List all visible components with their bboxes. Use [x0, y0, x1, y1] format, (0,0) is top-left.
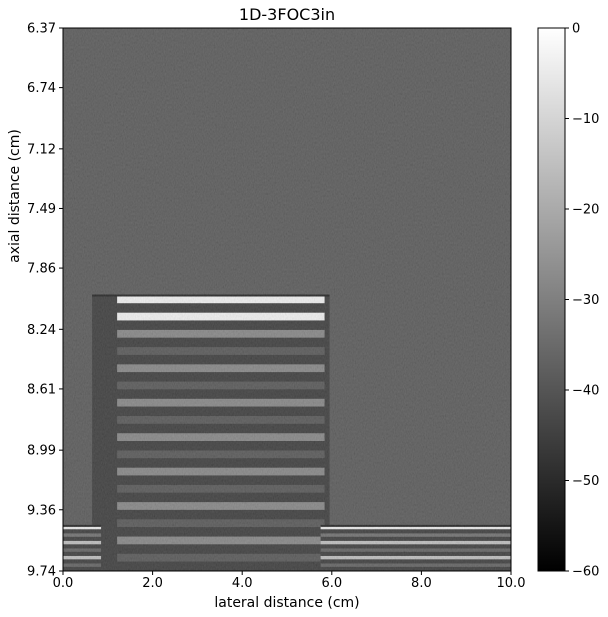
y-tick-label: 8.24 — [27, 323, 56, 338]
colorbar-tick-label: −20 — [572, 203, 599, 218]
y-tick-label: 7.86 — [27, 262, 56, 277]
colorbar-gradient — [537, 27, 566, 572]
x-axis: 0.0 2.0 4.0 6.0 8.0 10.0 — [53, 571, 526, 591]
y-tick-label: 6.37 — [27, 22, 56, 37]
x-tick-label: 6.0 — [321, 576, 342, 591]
speckle-texture — [63, 28, 511, 571]
colorbar-tick-label: −10 — [572, 112, 599, 127]
colorbar-tick-label: −30 — [572, 293, 599, 308]
x-tick-label: 4.0 — [232, 576, 253, 591]
x-tick-label: 2.0 — [142, 576, 163, 591]
plot-frame — [62, 27, 512, 572]
colorbar-tick-label: 0 — [572, 22, 580, 37]
colorbar-tick-label: −60 — [572, 565, 599, 580]
colorbar-tick-label: −40 — [572, 384, 599, 399]
heatmap-image — [63, 28, 511, 571]
colorbar: 0 −10 −20 −30 −40 −50 −60 — [537, 22, 599, 580]
x-tick-label: 8.0 — [411, 576, 432, 591]
y-tick-label: 8.61 — [27, 382, 56, 397]
x-tick-label: 10.0 — [497, 576, 526, 591]
x-axis-label: lateral distance (cm) — [214, 595, 359, 611]
y-tick-label: 6.74 — [27, 81, 56, 96]
y-tick-label: 8.99 — [27, 444, 56, 459]
chart-title: 1D-3FOC3in — [239, 5, 335, 24]
y-axis: 6.37 6.74 7.12 7.49 7.86 8.24 8.61 8.99 9.36 9.74 — [27, 22, 63, 580]
y-tick-label: 7.12 — [27, 142, 56, 157]
x-tick-label: 0.0 — [53, 576, 74, 591]
colorbar-tick-label: −50 — [572, 474, 599, 489]
y-tick-label: 9.36 — [27, 503, 56, 518]
y-tick-label: 9.74 — [27, 565, 56, 580]
y-axis-label: axial distance (cm) — [7, 129, 23, 263]
y-tick-label: 7.49 — [27, 202, 56, 217]
